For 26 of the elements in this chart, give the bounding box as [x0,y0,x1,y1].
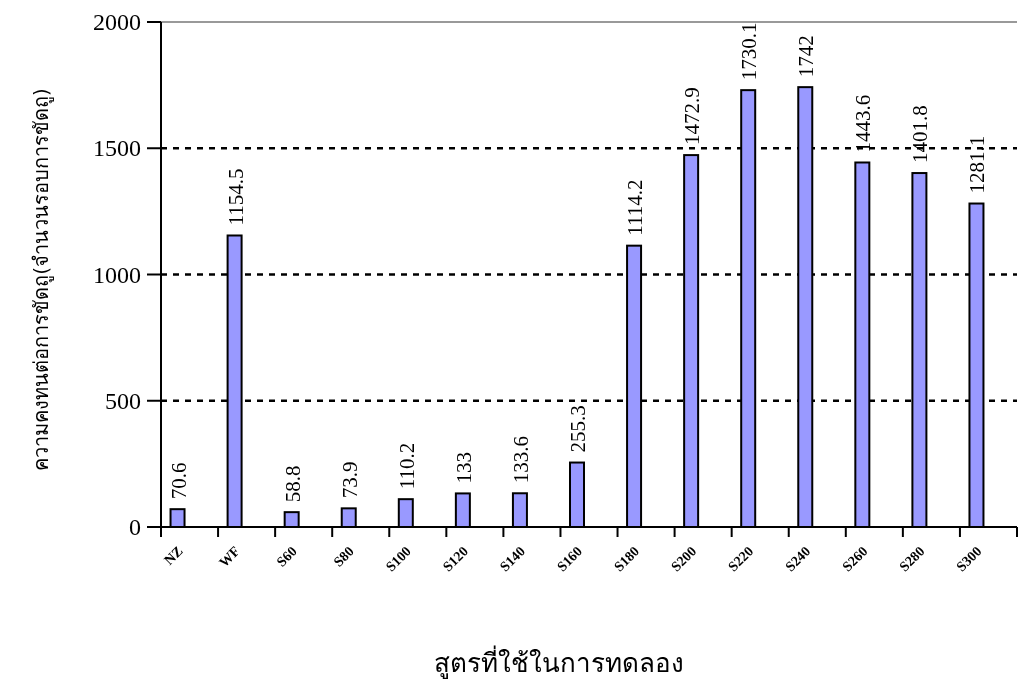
data-label: 1281.1 [965,135,990,194]
y-tick-label: 2000 [93,9,141,35]
x-tick-label: NZ [161,543,186,568]
x-tick-label: S60 [273,543,300,570]
data-label: 133.6 [508,436,533,484]
x-axis-title: สูตรที่ใช้ในการทดลอง [434,645,684,679]
y-tick-label: 1000 [93,261,141,288]
data-label: 1114.2 [623,179,648,236]
data-label: 255.3 [566,405,590,453]
data-label: 1472.9 [680,87,705,146]
data-label: 110.2 [394,442,419,490]
data-label: 1730.1 [737,22,762,81]
data-label: 1742 [794,35,819,78]
data-label: 58.8 [280,465,305,503]
data-label: 1443.6 [851,94,876,153]
data-label: 70.6 [166,462,191,500]
x-tick-label: WF [216,543,243,571]
y-tick-label: 1500 [93,135,141,162]
y-axis-title: ความคงทนต่อการขัดถู(จำนวนรอบการขัดถู) [29,88,54,471]
y-tick-label: 500 [105,387,141,414]
data-label: 1154.5 [223,168,248,226]
x-tick-label: S80 [330,543,357,570]
data-label: 133 [451,451,476,484]
y-tick-label: 0 [129,514,141,540]
data-label: 73.9 [337,461,362,499]
data-label: 1401.8 [908,105,933,164]
